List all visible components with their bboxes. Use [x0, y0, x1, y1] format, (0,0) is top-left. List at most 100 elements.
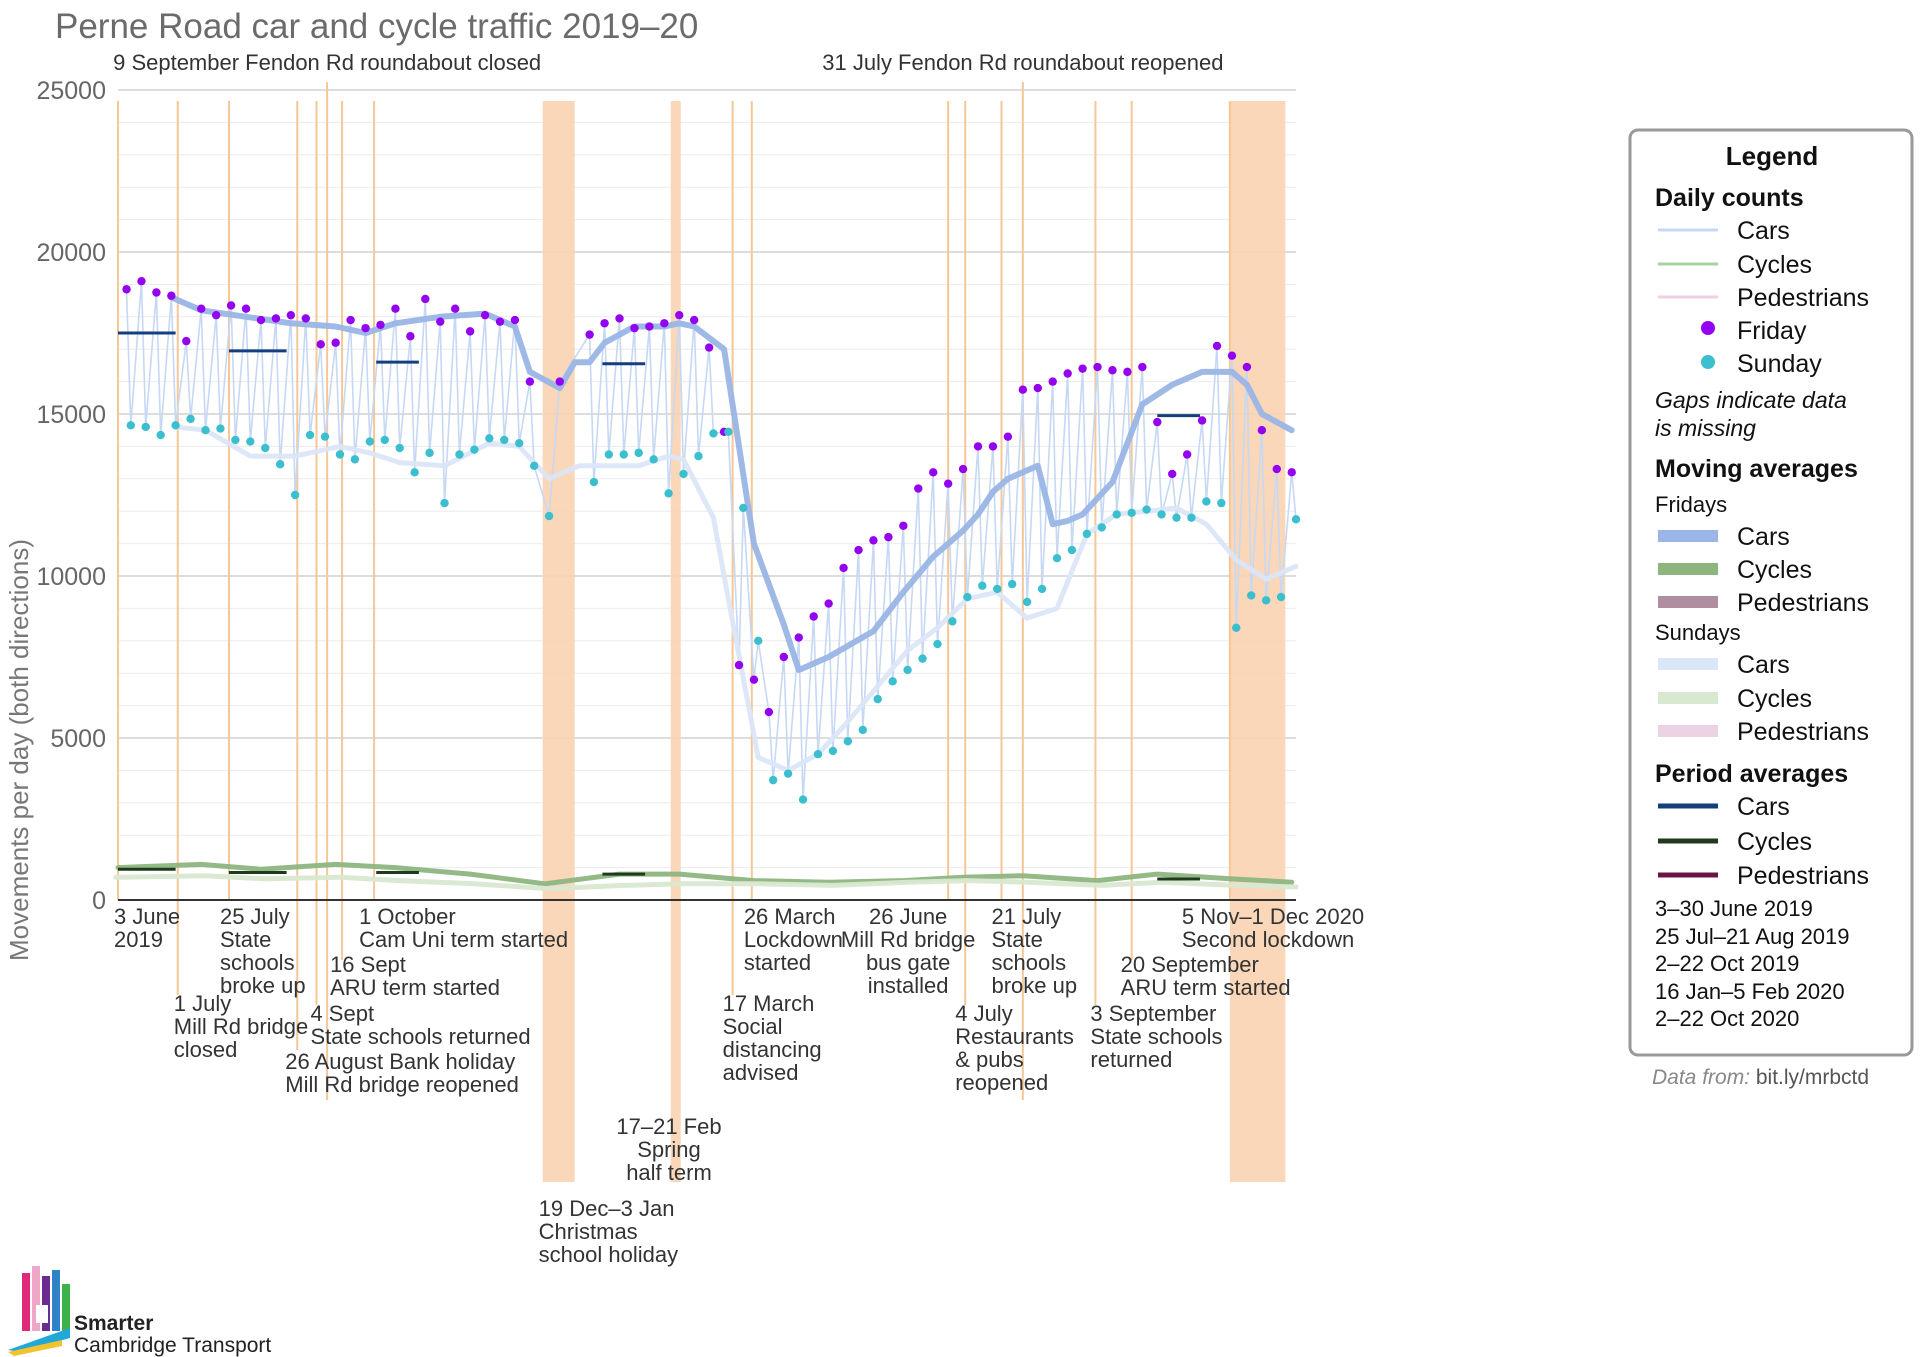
- event-lines: [117, 82, 1231, 1100]
- friday-point: [1212, 341, 1222, 351]
- sunday-point: [380, 435, 389, 445]
- friday-point: [824, 599, 833, 608]
- friday-point: [1048, 377, 1057, 386]
- sunday-point: [186, 414, 195, 424]
- legend-gaps-note-2: is missing: [1655, 415, 1756, 441]
- sunday-point: [1112, 510, 1121, 519]
- y-tick-label: 25000: [36, 77, 106, 105]
- friday-point: [973, 442, 983, 451]
- sunday-point: [754, 636, 763, 645]
- legend-sunday-dot: [1701, 355, 1715, 369]
- event-label-line: advised: [723, 1060, 799, 1085]
- legend-sunday: Sunday: [1737, 350, 1822, 378]
- sunday-point: [246, 437, 255, 446]
- event-label: 5 Nov–1 Dec 2020 Second lockdown: [1182, 904, 1364, 952]
- friday-point: [495, 317, 505, 326]
- sunday-point: [843, 737, 853, 746]
- event-label-line: ARU term started: [330, 975, 500, 1000]
- sunday-point: [1142, 505, 1151, 514]
- event-label-line: broke up: [220, 973, 306, 998]
- event-label-line: Mill Rd bridge: [174, 1014, 308, 1039]
- sunday-point: [873, 694, 882, 704]
- sunday-point: [978, 581, 987, 590]
- friday-point: [211, 310, 221, 320]
- friday-point: [764, 707, 774, 717]
- friday-point: [1078, 364, 1087, 373]
- friday-point: [271, 314, 281, 323]
- friday-point: [137, 276, 146, 286]
- event-label-line: State schools returned: [310, 1024, 530, 1049]
- shaded-period-label-line: Spring: [637, 1137, 701, 1162]
- sunday-point: [888, 677, 897, 686]
- event-label-line: Mill Rd bridge: [841, 927, 976, 952]
- friday-point: [914, 484, 923, 493]
- sunday-point: [231, 435, 240, 445]
- sunday-point: [515, 438, 524, 448]
- legend-ma-fri-peds: Pedestrians: [1737, 589, 1869, 617]
- legend-pa-cars: Cars: [1737, 793, 1790, 821]
- event-label: 26 June Mill Rd bridge bus gate installed: [841, 904, 976, 998]
- sunday-point: [858, 725, 867, 735]
- friday-point: [1168, 469, 1177, 479]
- legend-ma-sun-cars: Cars: [1737, 651, 1790, 679]
- event-label-line: closed: [174, 1037, 238, 1062]
- event-label-line: State schools: [1090, 1024, 1222, 1049]
- event-label-line: returned: [1090, 1047, 1172, 1072]
- sunday-point: [544, 511, 554, 521]
- sunday-point: [1007, 579, 1017, 589]
- legend-ma-sun-peds: Pedestrians: [1737, 718, 1869, 746]
- sunday-point: [529, 461, 539, 471]
- event-label: 20 September ARU term started: [1121, 952, 1291, 1000]
- friday-point: [630, 323, 639, 333]
- sunday-point: [963, 592, 972, 602]
- legend-friday-dot: [1701, 321, 1715, 335]
- logo-line-2: Cambridge Transport: [74, 1334, 271, 1357]
- friday-point: [704, 343, 714, 352]
- sunday-point: [1082, 529, 1092, 539]
- shaded-period-label-line: school holiday: [539, 1242, 678, 1267]
- event-label-line: 2019: [114, 927, 163, 952]
- sunday-point: [1217, 498, 1226, 508]
- event-label-line: State: [220, 927, 271, 952]
- friday-point: [406, 332, 415, 341]
- friday-point: [689, 315, 699, 325]
- shaded-periods: [542, 101, 1286, 1182]
- friday-point: [1272, 464, 1281, 474]
- friday-point: [1182, 450, 1192, 459]
- data-source-link[interactable]: bit.ly/mrbctd: [1756, 1066, 1869, 1089]
- sunday-point: [813, 750, 823, 759]
- friday-point: [809, 612, 818, 621]
- legend-period-3: 2–22 Oct 2019: [1655, 951, 1799, 976]
- friday-point: [391, 304, 400, 313]
- event-label-line: 17 March: [723, 991, 815, 1016]
- event-label-line: broke up: [992, 973, 1078, 998]
- sunday-point: [156, 430, 165, 440]
- shaded-period-band: [1229, 101, 1286, 1182]
- daily-cars-line: [125, 281, 1297, 800]
- sunday-point: [440, 498, 449, 508]
- friday-point: [675, 310, 684, 320]
- friday-point: [316, 340, 325, 349]
- axes: 0 5000 10000 15000 20000 25000: [36, 77, 1296, 915]
- sunday-point: [918, 654, 927, 663]
- sunday-point: [350, 455, 360, 464]
- sunday-point: [1097, 523, 1107, 532]
- friday-point: [555, 377, 564, 386]
- friday-point: [436, 317, 445, 326]
- friday-point: [600, 319, 609, 328]
- event-label-line: 1 October: [359, 904, 456, 929]
- event-label-line: started: [744, 950, 811, 975]
- event-label-line: Second lockdown: [1182, 927, 1354, 952]
- sunday-point: [1261, 596, 1271, 605]
- event-label: 21 July State schools broke up: [992, 904, 1078, 998]
- y-axis-label: Movements per day (both directions): [4, 539, 34, 961]
- friday-point: [1197, 416, 1207, 425]
- friday-point: [585, 330, 594, 339]
- shaded-period-label: 17–21 Feb Spring half term: [616, 1114, 721, 1185]
- friday-point: [1063, 369, 1072, 378]
- sunday-point: [1187, 513, 1196, 522]
- sunday-point: [798, 795, 808, 804]
- legend-daily-peds: Pedestrians: [1737, 284, 1869, 312]
